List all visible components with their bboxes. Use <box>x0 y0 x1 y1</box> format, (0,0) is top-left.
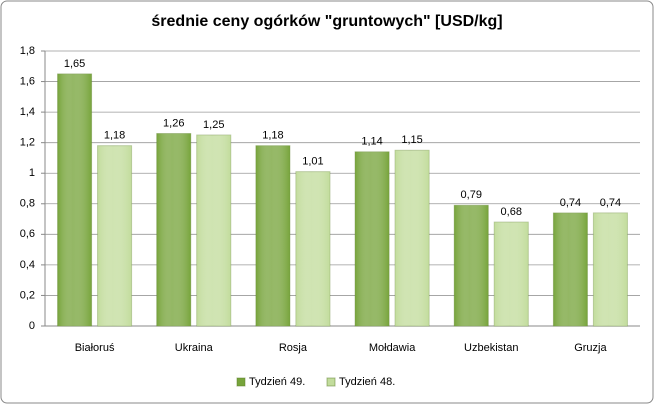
legend-label: Tydzień 49. <box>249 376 305 388</box>
y-tick-label: 1,8 <box>20 45 35 57</box>
y-tick-label: 1 <box>29 167 35 179</box>
bar-shine <box>196 135 231 326</box>
value-label: 1,26 <box>163 117 184 129</box>
value-label: 0,74 <box>600 197 621 209</box>
y-tick-label: 0,6 <box>20 228 35 240</box>
x-tick-label: Ukraina <box>175 342 214 354</box>
bar-shine <box>494 222 529 326</box>
y-tick-label: 1,6 <box>20 75 35 87</box>
bar-shine <box>593 212 628 326</box>
bar-shine <box>97 145 132 326</box>
x-tick-label: Gruzja <box>574 342 607 354</box>
bar-shine <box>57 73 92 327</box>
value-label: 0,74 <box>560 197 581 209</box>
x-tick-label: Mołdawia <box>369 342 416 354</box>
legend-swatch <box>236 377 246 387</box>
y-tick-label: 0,8 <box>20 198 35 210</box>
y-tick-label: 1,2 <box>20 137 35 149</box>
value-label: 1,18 <box>104 130 125 142</box>
bar-shine <box>454 205 489 326</box>
y-tick-label: 0,4 <box>20 259 35 271</box>
bar-shine <box>295 171 330 326</box>
y-tick-label: 0,2 <box>20 289 35 301</box>
value-label: 1,15 <box>401 134 422 146</box>
value-label: 0,79 <box>461 189 482 201</box>
chart-title: średnie ceny ogórków "gruntowych" [USD/k… <box>151 13 502 30</box>
bar-shine <box>355 151 390 326</box>
x-tick-label: Uzbekistan <box>464 342 518 354</box>
y-tick-label: 1,4 <box>20 106 35 118</box>
x-tick-label: Białoruś <box>75 342 115 354</box>
legend-label: Tydzień 48. <box>339 376 395 388</box>
value-label: 1,65 <box>64 58 85 70</box>
legend-swatch <box>326 377 336 387</box>
value-label: 1,01 <box>302 156 323 168</box>
value-label: 1,14 <box>361 136 382 148</box>
bar-shine <box>395 150 430 326</box>
value-label: 0,68 <box>501 206 522 218</box>
value-label: 1,25 <box>203 119 224 131</box>
bar-shine <box>553 212 588 326</box>
y-tick-label: 0 <box>29 320 35 332</box>
bar-shine <box>255 145 290 326</box>
bar-shine <box>156 133 191 326</box>
x-tick-label: Rosja <box>279 342 308 354</box>
value-label: 1,18 <box>262 130 283 142</box>
